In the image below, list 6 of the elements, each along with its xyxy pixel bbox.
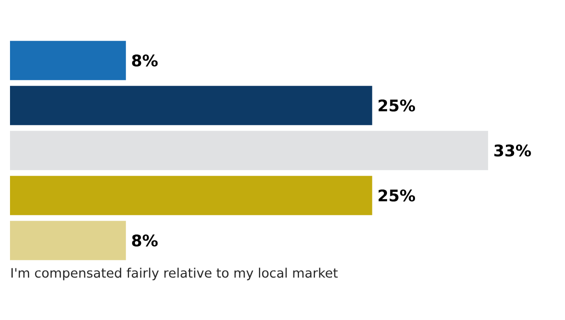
data-label: 25%	[378, 189, 416, 202]
data-label: 8%	[132, 54, 158, 67]
data-label: 8%	[132, 234, 158, 247]
data-label: 33%	[494, 144, 531, 157]
data-label: 25%	[378, 99, 416, 112]
x-axis-title: I'm compensated fairly relative to my local market	[11, 268, 338, 280]
